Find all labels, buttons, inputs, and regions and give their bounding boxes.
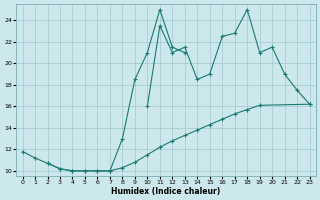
X-axis label: Humidex (Indice chaleur): Humidex (Indice chaleur) — [111, 187, 221, 196]
